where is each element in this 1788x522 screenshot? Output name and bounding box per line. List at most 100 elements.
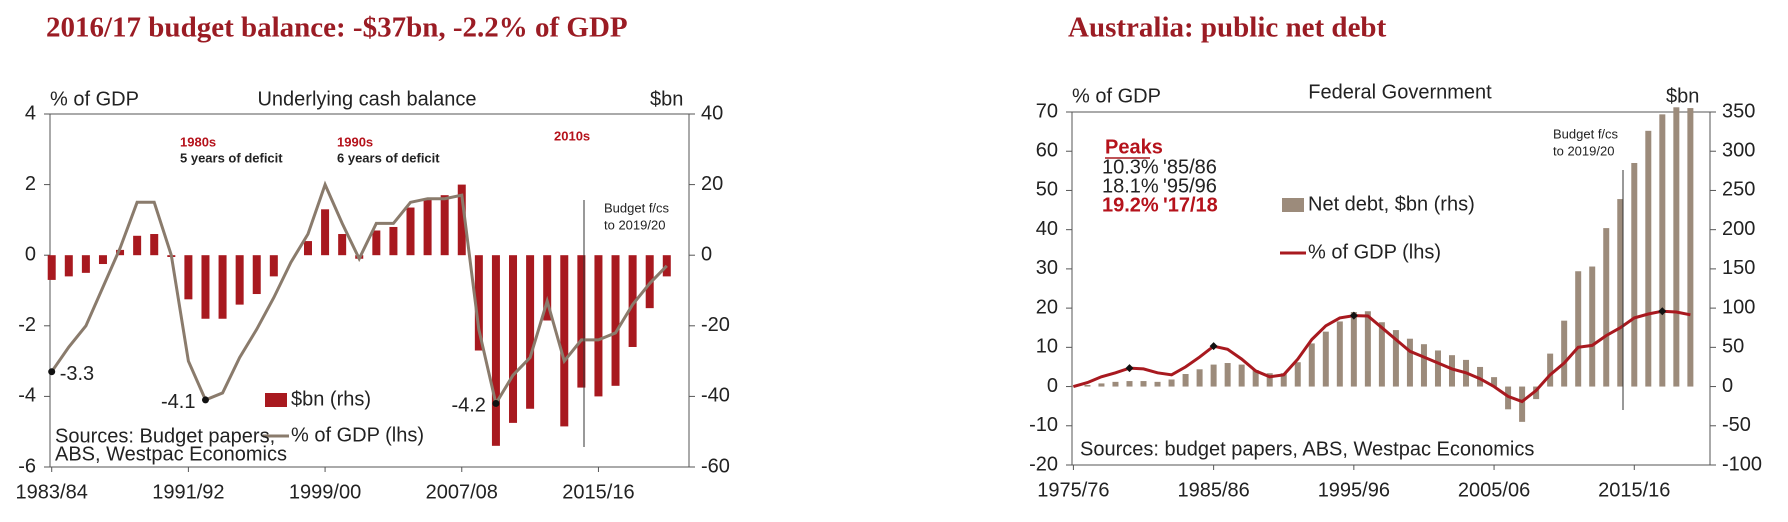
y-tick-label: -20 xyxy=(1029,453,1058,475)
bar xyxy=(1210,364,1217,387)
y-tick-label: 60 xyxy=(1036,140,1058,162)
bar xyxy=(1491,377,1498,387)
bar xyxy=(509,255,518,423)
subtitle: Underlying cash balance xyxy=(257,88,476,110)
y-tick-label: -6 xyxy=(18,455,36,477)
bar xyxy=(1266,373,1273,387)
forecast-note: to 2019/20 xyxy=(1553,143,1614,158)
y2-tick-label: -20 xyxy=(701,314,730,336)
y2-tick-label: 0 xyxy=(1722,375,1733,397)
bar xyxy=(252,255,261,295)
decade-label: 1980s xyxy=(180,134,216,149)
data-label: -3.3 xyxy=(60,363,94,385)
x-tick-label: 2015/16 xyxy=(562,481,634,503)
decade-label: 2010s xyxy=(554,128,590,143)
x-tick-label: 1985/86 xyxy=(1177,479,1249,501)
bar xyxy=(1364,311,1371,387)
bar xyxy=(611,255,620,386)
decade-note: 5 years of deficit xyxy=(180,150,283,165)
bar xyxy=(1084,384,1091,387)
bar xyxy=(406,207,415,256)
bar xyxy=(526,255,535,409)
bar xyxy=(150,234,159,256)
y-tick-label: 40 xyxy=(1036,218,1058,240)
bar xyxy=(543,255,552,321)
peak-marker xyxy=(1349,311,1358,320)
bar xyxy=(338,234,347,256)
bar xyxy=(1140,381,1147,387)
y-axis-label: % of GDP xyxy=(1072,85,1161,107)
peak-cell: 10.3% xyxy=(1102,156,1159,178)
source: Sources: Budget papers, xyxy=(55,425,275,447)
peak-marker xyxy=(1209,342,1218,351)
line xyxy=(1072,309,1691,404)
x-tick-label: 2005/06 xyxy=(1458,479,1530,501)
bar xyxy=(1645,130,1652,387)
bar xyxy=(1182,374,1189,387)
plot-frame xyxy=(1071,111,1711,466)
bar xyxy=(560,255,569,427)
x-tick-label: 2015/16 xyxy=(1598,479,1670,501)
bar xyxy=(1519,386,1526,422)
y-tick-label: 0 xyxy=(25,243,36,265)
y2-tick-label: -40 xyxy=(701,385,730,407)
bar xyxy=(116,249,125,256)
y2-tick-label: 250 xyxy=(1722,179,1755,201)
bar xyxy=(1406,338,1413,387)
bar xyxy=(1196,369,1203,387)
y2-tick-label: -100 xyxy=(1722,453,1762,475)
decade-note: 6 years of deficit xyxy=(337,150,440,165)
bar xyxy=(372,230,381,256)
peak-marker xyxy=(1658,307,1667,316)
bar xyxy=(1280,373,1287,387)
legend-label: $bn (rhs) xyxy=(291,388,371,410)
y2-tick-label: 200 xyxy=(1722,218,1755,240)
bar xyxy=(1659,114,1666,387)
y2-tick-label: 20 xyxy=(701,173,723,195)
x-tick-label: 1991/92 xyxy=(152,481,224,503)
bar xyxy=(423,198,432,256)
bar xyxy=(1533,386,1540,400)
peak-cell: 19.2% xyxy=(1102,194,1159,216)
x-tick-label: 2007/08 xyxy=(426,481,498,503)
y2-tick-label: 350 xyxy=(1722,100,1755,122)
decade-label: 1990s xyxy=(337,134,373,149)
y-tick-label: 2 xyxy=(25,173,36,195)
y2-axis-label: $bn xyxy=(650,88,683,110)
subtitle: Federal Government xyxy=(1308,81,1492,103)
bar xyxy=(1392,330,1399,387)
bar xyxy=(1322,331,1329,387)
peak-cell: '85/86 xyxy=(1163,156,1217,178)
bar xyxy=(1126,381,1133,387)
y2-tick-label: 50 xyxy=(1722,336,1744,358)
bar xyxy=(1477,366,1484,387)
bar xyxy=(594,255,603,397)
bar xyxy=(81,255,90,273)
bar xyxy=(1378,322,1385,387)
bar xyxy=(1575,271,1582,387)
bar xyxy=(1252,370,1259,387)
x-tick-label: 1983/84 xyxy=(16,481,88,503)
bar xyxy=(303,241,312,256)
forecast-note: Budget f/cs xyxy=(1553,126,1619,141)
peaks-title: Peaks xyxy=(1105,136,1163,158)
y2-tick-label: 100 xyxy=(1722,296,1755,318)
bar xyxy=(201,255,210,319)
data-label: -4.2 xyxy=(451,395,485,417)
y-tick-label: 30 xyxy=(1036,257,1058,279)
legend-label: % of GDP (lhs) xyxy=(1308,241,1441,263)
bar xyxy=(1168,379,1175,387)
chart: Australia: public net debt Federal Govern… xyxy=(1029,12,1762,502)
bar xyxy=(1224,363,1231,387)
y2-tick-label: 300 xyxy=(1722,140,1755,162)
point xyxy=(48,368,56,376)
bar xyxy=(474,255,483,351)
bar xyxy=(1673,107,1680,387)
bar xyxy=(235,255,244,305)
bar xyxy=(1434,350,1441,387)
y2-axis-label: $bn xyxy=(1666,85,1699,107)
chart-title: Australia: public net debt xyxy=(1068,12,1387,44)
bar xyxy=(1098,383,1105,387)
chart-title: 2016/17 budget balance: -$37bn, -2.2% of… xyxy=(46,12,628,44)
bar xyxy=(321,209,330,256)
